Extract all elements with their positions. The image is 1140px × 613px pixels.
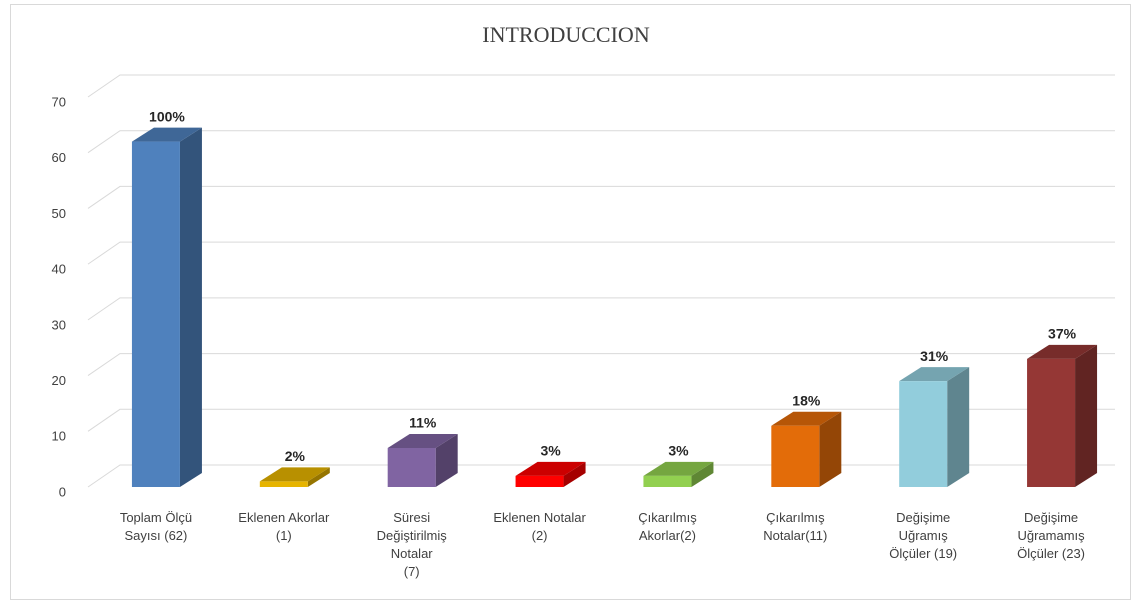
bar-top [1027, 344, 1098, 359]
bar-top [643, 461, 714, 476]
x-tick-label: Toplam Ölçü Sayısı (62) [120, 510, 192, 543]
y-tick-label: 30 [52, 317, 66, 332]
bar-side [563, 461, 586, 487]
bar-front [515, 475, 564, 487]
grid-line [87, 353, 1115, 376]
grid-line [87, 297, 1115, 321]
x-tick-label-line: (2) [532, 528, 548, 543]
x-tick-label: Süresi Değiştirilmiş Notalar (7) [377, 510, 448, 579]
bar-side [1075, 344, 1098, 487]
bar-side [819, 411, 842, 487]
bar-front [1027, 358, 1076, 487]
bar [387, 434, 458, 487]
x-tick-label: Çıkarılmış Notalar(11) [763, 510, 827, 543]
data-label: 31% [920, 348, 949, 364]
grid-line [87, 408, 1115, 432]
x-tick-label-line: Notalar [391, 546, 434, 561]
data-label: 2% [285, 448, 306, 464]
x-tick-label-line: Notalar(11) [763, 528, 827, 543]
bar [259, 467, 330, 487]
x-tick-label-line: Akorlar(2) [639, 528, 696, 543]
x-tick-label-line: Süresi [393, 510, 430, 525]
y-tick-label: 0 [59, 484, 66, 499]
x-tick-label-line: Değişime [1024, 510, 1078, 525]
bar [771, 411, 842, 487]
x-tick-label-line: Uğramamış [1017, 528, 1085, 543]
chart-title: INTRODUCCION [482, 22, 650, 47]
bar-side [947, 367, 970, 487]
y-tick-label: 60 [52, 150, 66, 165]
bar-top [515, 461, 586, 476]
x-tick-label-line: Eklenen Akorlar [238, 510, 330, 525]
bar-top [259, 467, 330, 482]
x-tick-label-line: Çıkarılmış [766, 510, 825, 525]
x-tick-label-line: Değiştirilmiş [377, 528, 448, 543]
x-tick-label-line: (1) [276, 528, 292, 543]
bar-top [131, 127, 202, 142]
bar-top [899, 367, 970, 382]
x-tick-label-line: Uğramış [899, 528, 949, 543]
x-tick-label-line: Çıkarılmış [638, 510, 697, 525]
x-tick-label-line: Eklenen Notalar [493, 510, 586, 525]
bar-front [771, 425, 820, 487]
grid-line [87, 185, 1115, 209]
bar-front [131, 141, 180, 488]
x-tick-label: Değişime Uğramamış Ölçüler (23) [1017, 510, 1085, 561]
data-label: 11% [409, 415, 437, 431]
y-tick-label: 40 [52, 262, 66, 277]
x-tick-label-line: Toplam Ölçü [120, 510, 192, 525]
y-tick-label: 50 [52, 206, 66, 221]
bar-side [179, 127, 202, 488]
y-tick-label: 10 [52, 429, 66, 444]
x-tick-label-line: Değişime [896, 510, 950, 525]
x-tick-label: Değişime Uğramış Ölçüler (19) [889, 510, 957, 561]
bar-side [691, 461, 714, 487]
grid-line [87, 241, 1115, 265]
data-label: 3% [540, 443, 561, 459]
bar-side [307, 467, 330, 487]
grid-line [87, 74, 1115, 98]
bar-front [259, 481, 308, 487]
data-label: 100% [149, 108, 185, 124]
data-label: 37% [1048, 326, 1077, 342]
bar-front [643, 475, 692, 487]
data-label: 3% [668, 443, 689, 459]
x-tick-label-line: Ölçüler (19) [889, 546, 957, 561]
bar [643, 461, 714, 487]
bar [515, 461, 586, 487]
bar [899, 367, 970, 487]
y-tick-label: 70 [52, 94, 66, 109]
data-label: 18% [792, 392, 821, 408]
x-tick-label: Eklenen Notalar (2) [493, 510, 586, 543]
x-tick-label: Çıkarılmış Akorlar(2) [638, 510, 697, 543]
bar-top [771, 411, 842, 426]
y-tick-label: 20 [52, 373, 66, 388]
bar-side [435, 434, 458, 487]
x-tick-label-line: (7) [404, 564, 420, 579]
grid-line [87, 130, 1115, 154]
bar [131, 127, 202, 488]
bar [1027, 344, 1098, 487]
x-tick-label: Eklenen Akorlar (1) [238, 510, 330, 543]
x-tick-label-line: Sayısı (62) [125, 528, 188, 543]
bar-top [387, 434, 458, 448]
bar-front [387, 448, 436, 487]
x-tick-label-line: Ölçüler (23) [1017, 546, 1085, 561]
bar-front [899, 381, 948, 487]
